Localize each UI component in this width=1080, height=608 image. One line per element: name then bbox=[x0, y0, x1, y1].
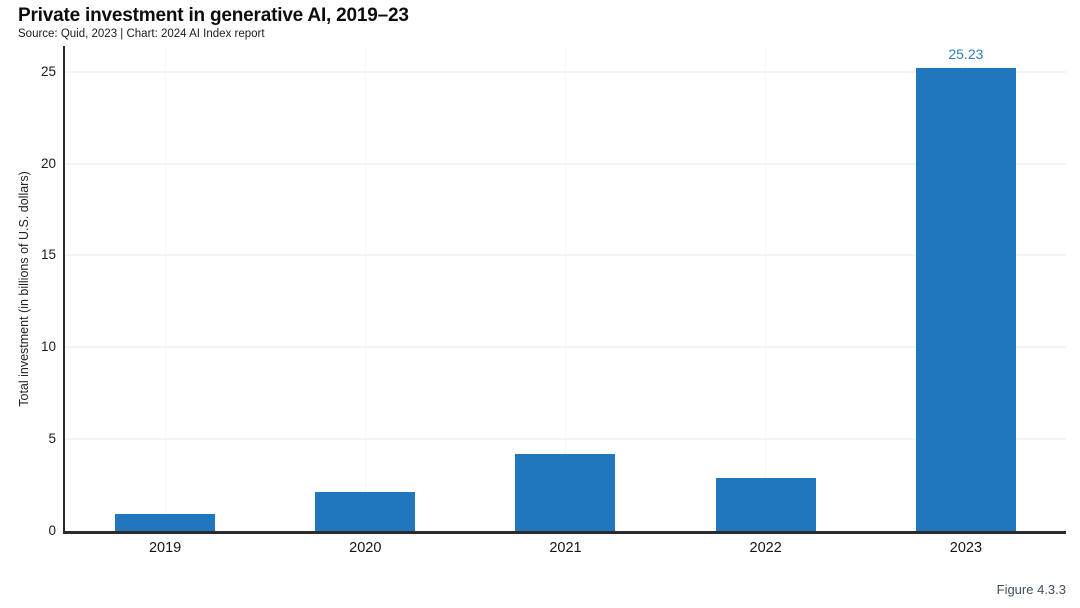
x-axis-tick-labels: 2019 2020 2021 2022 2023 bbox=[65, 540, 1066, 560]
bar-value-label: 25.23 bbox=[948, 45, 984, 62]
bar-2023 bbox=[915, 67, 1016, 531]
x-tick-label: 2023 bbox=[949, 540, 983, 556]
y-tick-label: 15 bbox=[40, 247, 56, 263]
bar-slot: 25.23 bbox=[866, 46, 1066, 531]
x-tick-label: 2022 bbox=[749, 540, 782, 556]
bar-2020 bbox=[315, 492, 416, 531]
plot-area: 25.23 bbox=[63, 46, 1066, 534]
v-gridline bbox=[164, 46, 166, 531]
bar-slot bbox=[465, 46, 665, 531]
v-gridline bbox=[765, 46, 767, 531]
chart-source-line: Source: Quid, 2023 | Chart: 2024 AI Inde… bbox=[18, 28, 265, 40]
x-tick-label: 2019 bbox=[148, 540, 182, 556]
figure-number: Figure 4.3.3 bbox=[996, 582, 1066, 597]
bar-slot bbox=[65, 46, 265, 531]
y-tick-label: 25 bbox=[40, 63, 56, 79]
y-tick-label: 0 bbox=[48, 523, 56, 538]
x-tick-label: 2020 bbox=[349, 540, 382, 556]
x-tick-label: 2021 bbox=[549, 540, 582, 556]
bar-2022 bbox=[715, 477, 816, 531]
v-gridline bbox=[565, 46, 566, 531]
chart-title: Private investment in generative AI, 201… bbox=[18, 5, 409, 26]
y-tick-label: 5 bbox=[48, 431, 56, 447]
y-tick-label: 20 bbox=[40, 155, 56, 171]
y-axis-tick-labels: 0 5 10 15 20 25 bbox=[0, 46, 56, 538]
y-tick-label: 10 bbox=[40, 339, 56, 355]
bar-slot bbox=[666, 46, 866, 531]
bar-2019 bbox=[115, 514, 216, 531]
bar-2021 bbox=[515, 453, 616, 531]
bar-slot bbox=[265, 46, 465, 531]
v-gridline bbox=[364, 46, 366, 531]
